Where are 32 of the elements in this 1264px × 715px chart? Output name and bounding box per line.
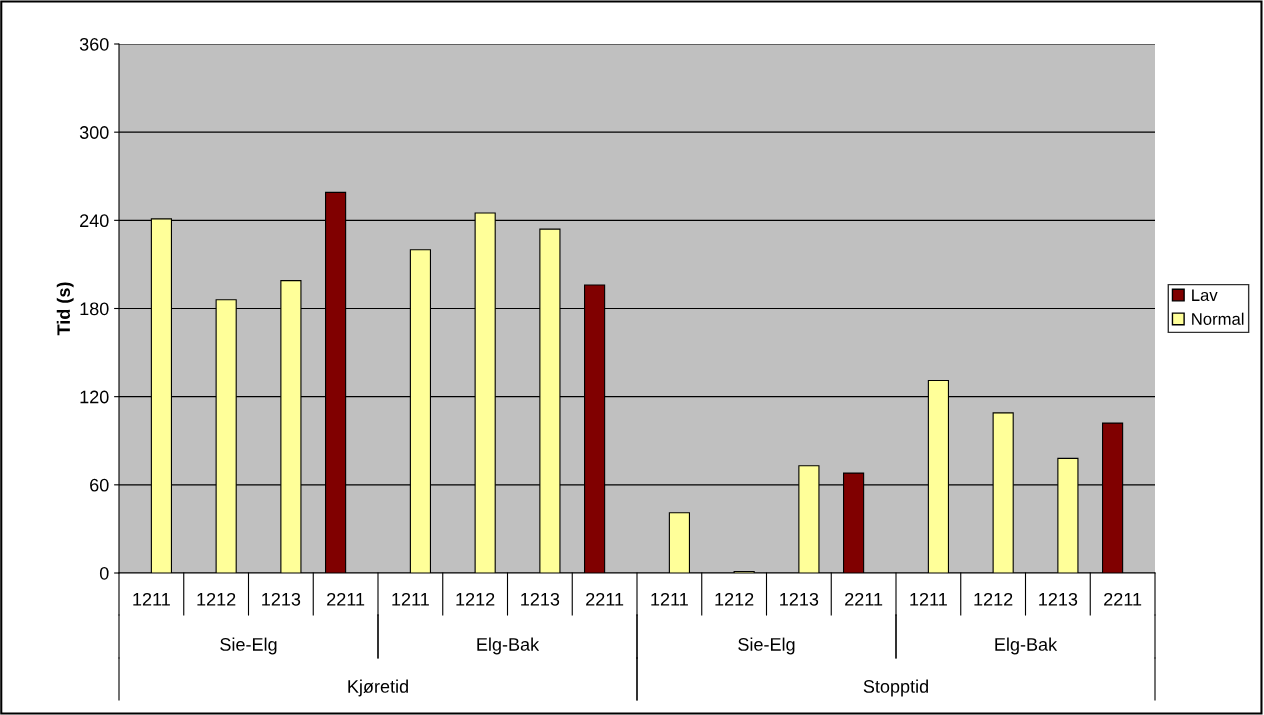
y-tick-label: 240 [80,214,109,228]
x-tick-label: 1213 [262,592,301,606]
x-tick-label: 2211 [327,592,365,606]
text: Elg-Bak [995,637,1058,655]
text: Stopptid [863,679,928,697]
x-tick-label: 1213 [780,592,819,606]
x-tick-label: 1211 [910,592,947,606]
text: Elg-Bak [477,637,540,655]
x-tick-label: 2211 [586,592,624,606]
x-tick-label: 1212 [456,592,495,606]
text: Sie-Elg [220,637,277,655]
legend-label: Normal [1192,312,1244,325]
text: Kjøretid [348,679,408,697]
y-tick-label: 360 [79,37,109,51]
y-tick-label: 120 [80,390,109,404]
x-tick-label: 2211 [845,592,883,606]
y-tick-label: 180 [80,302,109,316]
x-tick-label: 1213 [521,592,560,606]
y-axis-title: Tid (s) [56,282,74,336]
x-tick-label: 2211 [1104,592,1142,606]
y-tick-label: 0 [99,566,109,580]
y-tick-label: 300 [79,126,109,139]
x-tick-label: 1213 [1039,592,1078,606]
legend-label: Lav [1192,289,1218,302]
x-tick-label: 1211 [392,592,429,606]
x-tick-label: 1211 [651,592,688,606]
y-tick-label: 60 [90,478,109,492]
x-tick-label: 1211 [133,592,170,606]
x-tick-label: 1212 [197,592,236,606]
x-tick-label: 1212 [715,592,754,606]
x-tick-label: 1212 [974,592,1013,606]
text: Sie-Elg [738,637,795,655]
